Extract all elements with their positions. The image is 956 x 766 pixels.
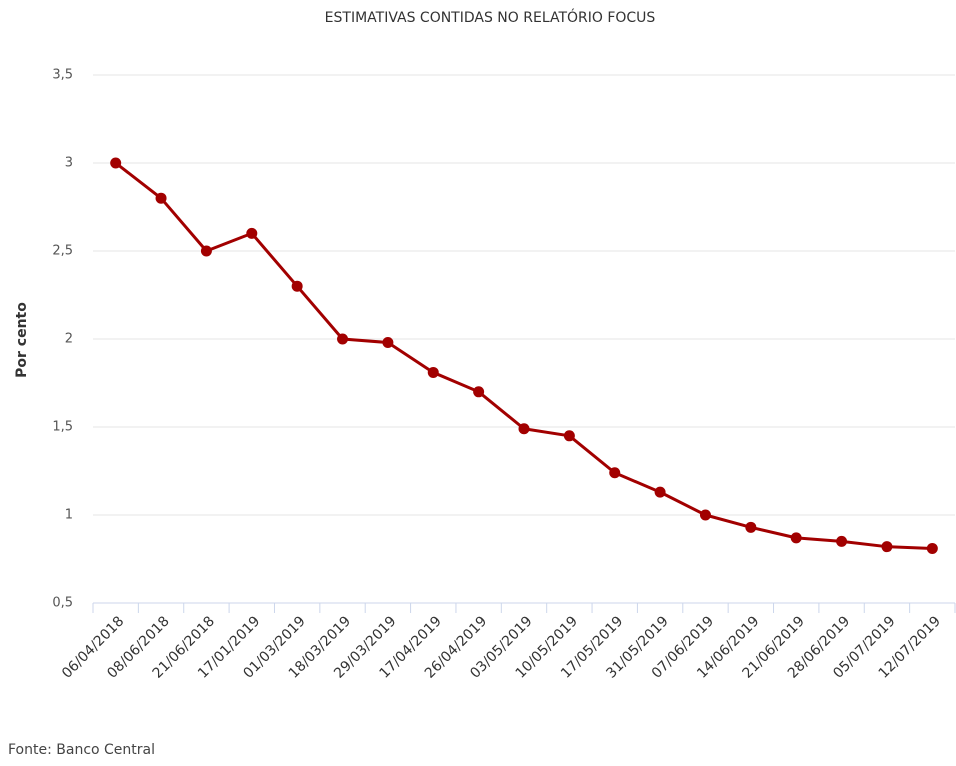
data-line bbox=[114, 161, 933, 550]
data-point bbox=[337, 333, 349, 345]
data-point bbox=[836, 535, 848, 547]
data-point bbox=[518, 423, 530, 435]
data-point bbox=[246, 227, 258, 239]
chart-title: ESTIMATIVAS CONTIDAS NO RELATÓRIO FOCUS bbox=[325, 8, 656, 26]
data-point bbox=[609, 467, 621, 479]
data-point bbox=[473, 386, 485, 398]
data-point bbox=[382, 337, 394, 349]
y-tick-label: 3,5 bbox=[52, 68, 73, 83]
y-tick-label: 2,5 bbox=[52, 244, 73, 259]
data-point bbox=[790, 532, 802, 544]
y-tick-label: 0,5 bbox=[52, 596, 73, 611]
data-point bbox=[699, 509, 711, 521]
y-axis-label: Por cento bbox=[14, 302, 30, 378]
y-tick-label: 1 bbox=[65, 508, 73, 523]
y-tick-label: 1,5 bbox=[52, 420, 73, 435]
data-point bbox=[155, 192, 167, 204]
data-point bbox=[654, 486, 666, 498]
y-tick-label: 2 bbox=[65, 332, 73, 347]
data-point bbox=[926, 542, 938, 554]
data-point bbox=[110, 157, 122, 169]
data-point bbox=[427, 366, 439, 378]
data-point bbox=[200, 245, 212, 257]
data-point bbox=[745, 521, 757, 533]
data-point bbox=[563, 430, 575, 442]
data-point bbox=[291, 280, 303, 292]
y-tick-label: 3 bbox=[65, 156, 73, 171]
data-point bbox=[881, 541, 893, 553]
source-note: Fonte: Banco Central bbox=[8, 742, 155, 758]
